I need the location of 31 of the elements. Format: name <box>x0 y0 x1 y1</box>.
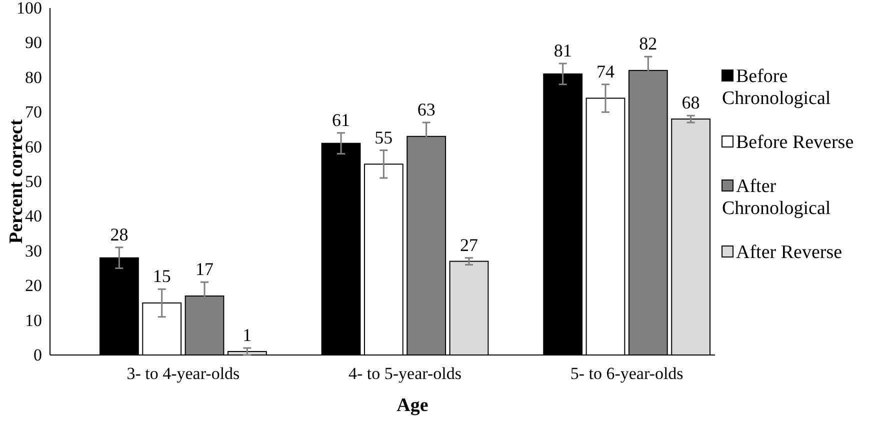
x-tick-label: 5- to 6-year-olds <box>570 364 684 384</box>
data-label: 74 <box>596 61 614 82</box>
y-tick-label: 50 <box>25 172 42 191</box>
y-tick-label: 100 <box>16 0 42 18</box>
x-tick-label: 4- to 5-year-olds <box>348 364 462 384</box>
data-label: 55 <box>374 127 393 148</box>
data-label: 17 <box>196 259 214 280</box>
y-tick-label: 20 <box>25 276 42 296</box>
data-label: 28 <box>110 224 128 244</box>
data-label: 82 <box>639 34 658 54</box>
y-tick-label: 0 <box>34 345 42 364</box>
data-label: 27 <box>460 234 478 255</box>
y-tick-label: 80 <box>25 68 42 87</box>
y-tick-label: 60 <box>25 137 42 156</box>
y-tick-label: 70 <box>25 102 42 122</box>
y-tick-label: 90 <box>25 33 42 52</box>
legend-label: After Reverse <box>736 242 842 263</box>
data-label: 63 <box>417 100 436 120</box>
data-label: 15 <box>152 266 171 286</box>
data-label: 1 <box>242 325 252 346</box>
y-tick-label: 40 <box>25 206 42 226</box>
y-tick-label: 30 <box>25 241 42 260</box>
data-label: 61 <box>332 110 350 130</box>
data-label: 68 <box>682 92 700 113</box>
x-tick-label: 3- to 4-year-olds <box>126 364 240 384</box>
y-tick-label: 10 <box>25 310 42 330</box>
legend-label: Before Reverse <box>736 132 854 153</box>
data-label: 81 <box>554 40 572 61</box>
legend-label: Before Chronological <box>722 66 831 109</box>
legend-label: After Chronological <box>722 176 831 219</box>
x-axis-title: Age <box>396 395 428 416</box>
